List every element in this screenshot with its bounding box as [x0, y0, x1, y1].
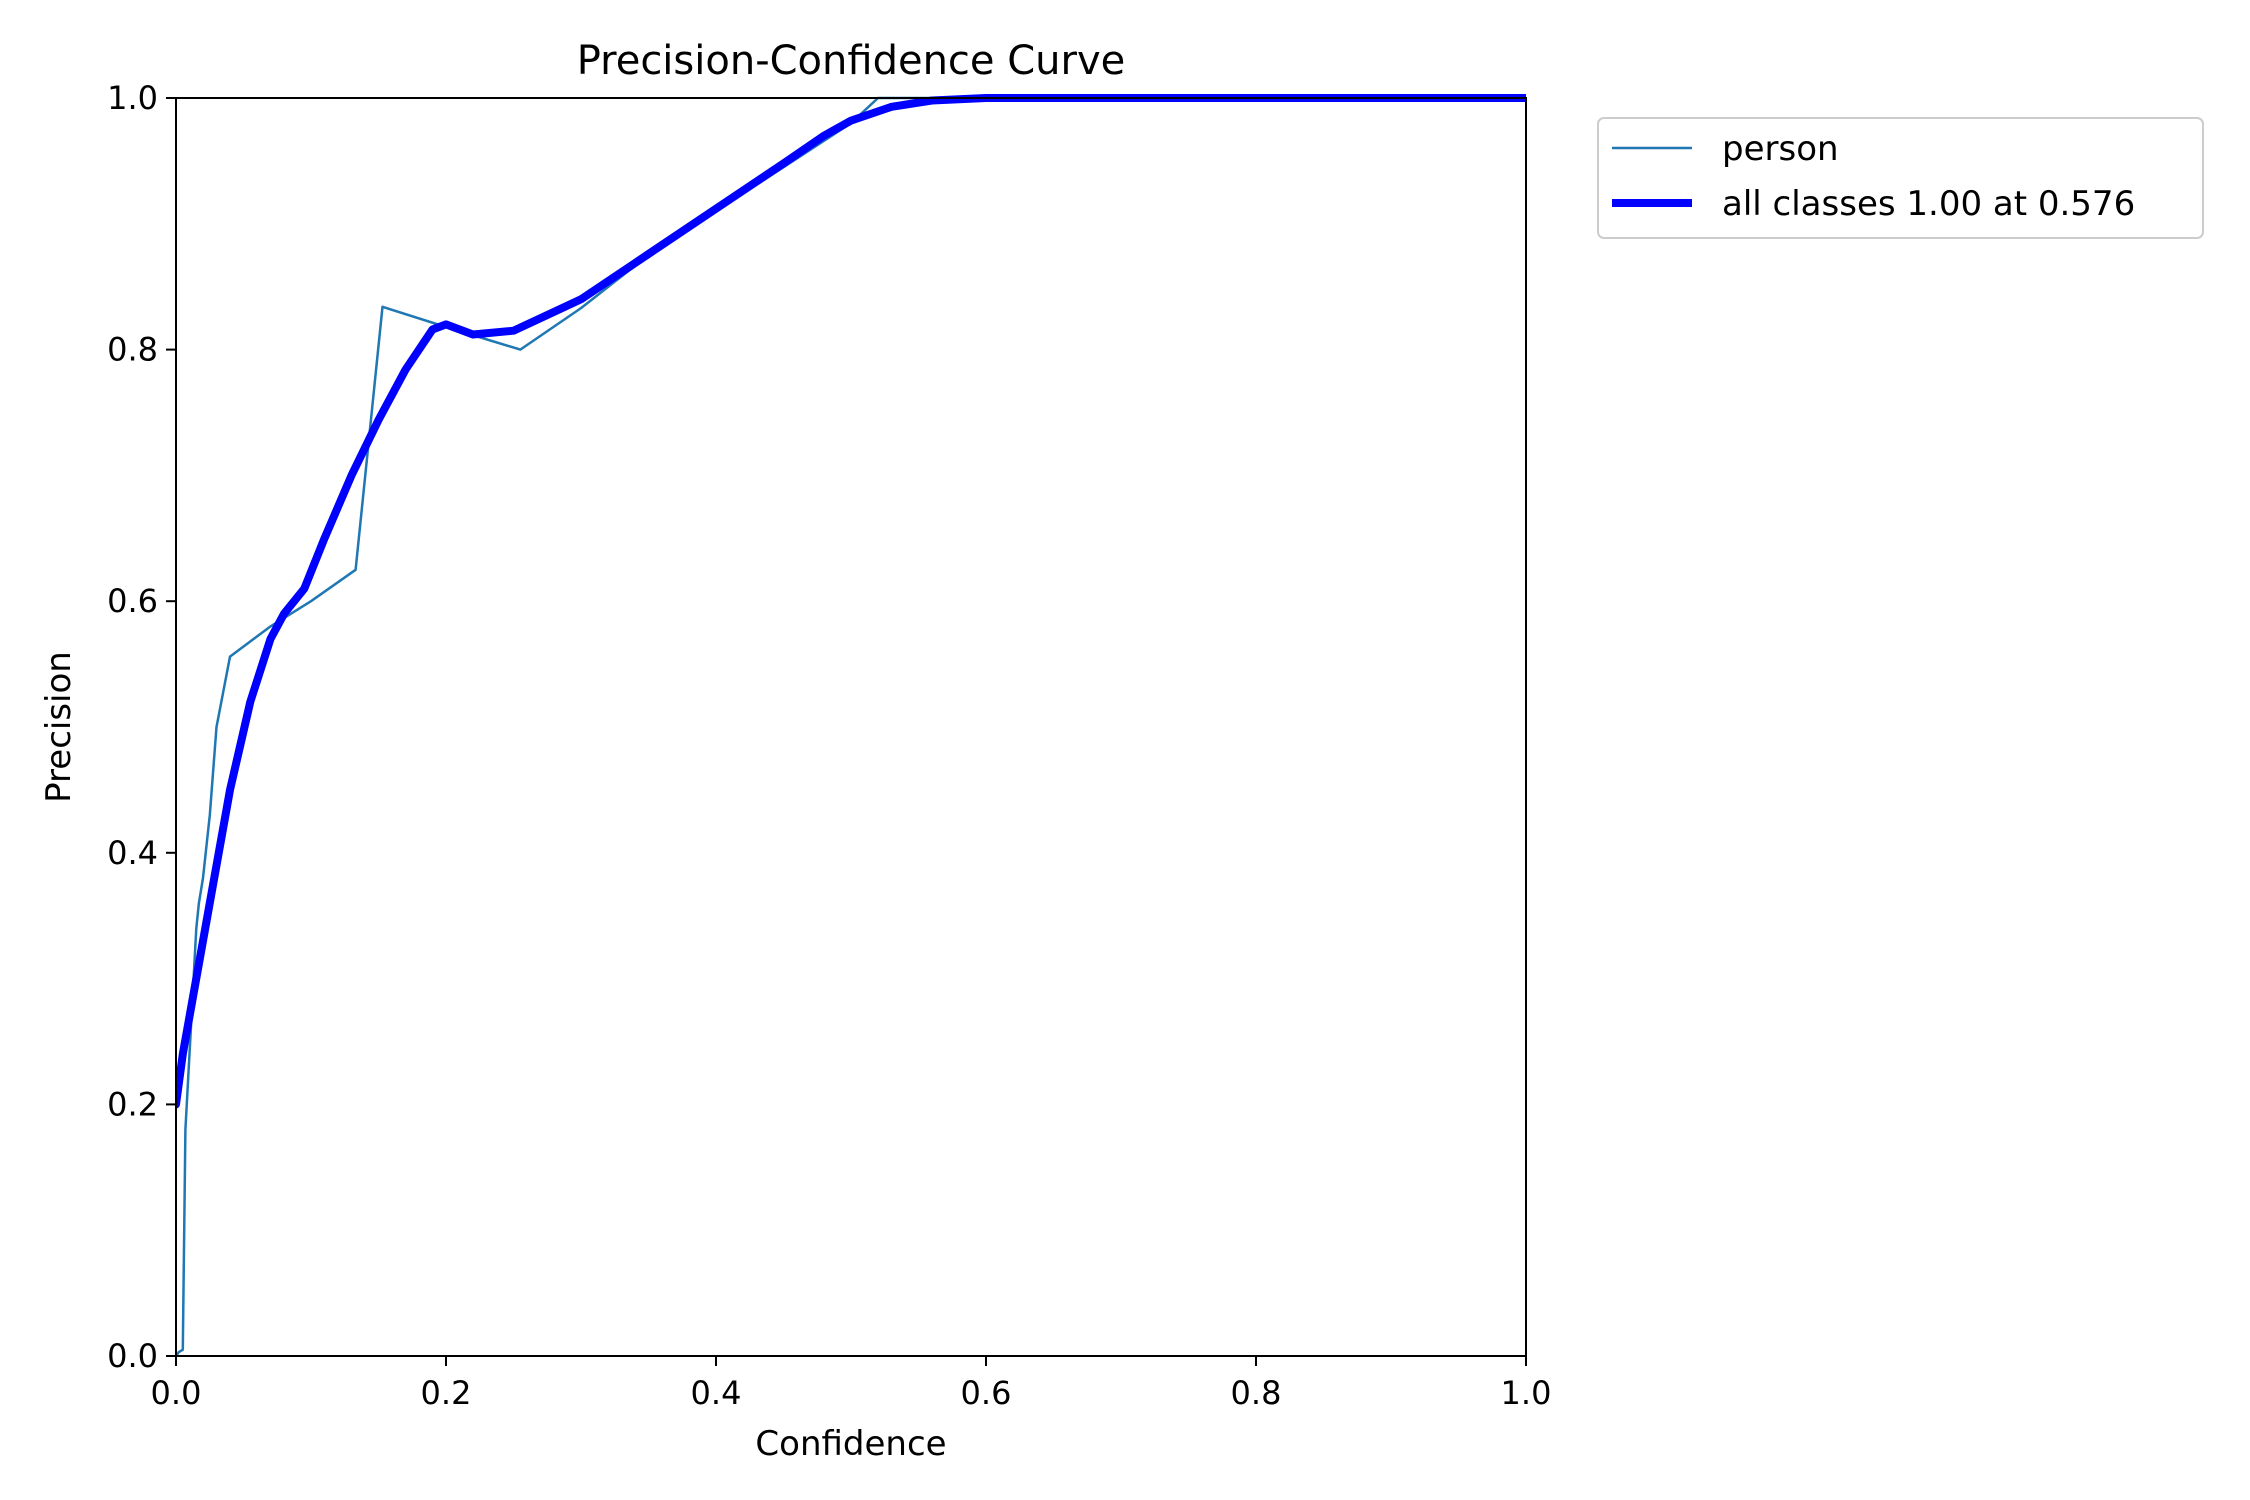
series-line-all-classes	[176, 94, 1526, 1109]
x-tick-label: 0.6	[961, 1374, 1012, 1412]
y-axis: 0.0 0.2 0.4 0.6 0.8 1.0	[107, 79, 176, 1375]
series-line-person	[176, 96, 1526, 1358]
y-tick-label: 0.8	[107, 331, 158, 369]
x-tick-label: 0.8	[1231, 1374, 1282, 1412]
plot-frame	[175, 97, 1527, 1357]
x-tick-label: 1.0	[1501, 1374, 1552, 1412]
chart-title: Precision-Confidence Curve	[577, 38, 1126, 84]
legend-frame	[1597, 117, 2204, 239]
y-tick-label: 1.0	[107, 79, 158, 117]
x-axis: 0.0 0.2 0.4 0.6 0.8 1.0	[151, 1356, 1552, 1412]
legend: person all classes 1.00 at 0.576	[1597, 117, 2204, 239]
x-tick-label: 0.0	[151, 1374, 202, 1412]
legend-label-person: person	[1722, 129, 1839, 169]
y-tick-label: 0.6	[107, 582, 158, 620]
series-layer	[176, 94, 1526, 1358]
y-tick-label: 0.4	[107, 834, 158, 872]
x-axis-label: Confidence	[755, 1424, 946, 1464]
y-tick-label: 0.0	[107, 1337, 158, 1375]
y-axis-label: Precision	[39, 651, 79, 803]
x-tick-label: 0.2	[421, 1374, 472, 1412]
y-tick-label: 0.2	[107, 1085, 158, 1123]
x-tick-label: 0.4	[691, 1374, 742, 1412]
legend-label-all-classes: all classes 1.00 at 0.576	[1722, 184, 2135, 224]
